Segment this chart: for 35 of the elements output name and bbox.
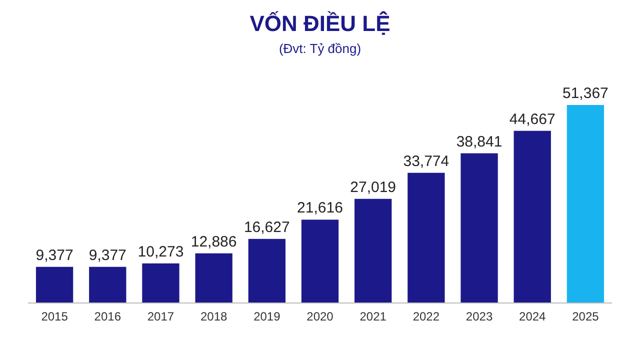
x-tick-label: 2022 bbox=[412, 310, 440, 324]
bar bbox=[36, 266, 74, 303]
x-tick-label: 2020 bbox=[306, 310, 334, 324]
bar bbox=[195, 253, 232, 303]
data-label: 27,019 bbox=[350, 178, 396, 196]
x-tick-label: 2019 bbox=[254, 310, 281, 324]
bar bbox=[248, 238, 286, 303]
data-label: 51,367 bbox=[562, 85, 608, 102]
chart-subtitle: (Đvt: Tỷ đồng) bbox=[278, 41, 362, 56]
x-tick-label: 2023 bbox=[466, 310, 493, 324]
data-label: 9,377 bbox=[88, 246, 126, 264]
data-label: 9,377 bbox=[36, 246, 74, 264]
bar bbox=[142, 263, 180, 303]
x-tick-label: 2015 bbox=[41, 310, 68, 324]
data-label: 33,774 bbox=[403, 152, 450, 170]
x-tick-label: 2024 bbox=[519, 310, 546, 324]
data-label: 16,627 bbox=[244, 218, 290, 236]
chart-title: VỐN ĐIỀU LỆ bbox=[250, 11, 390, 36]
bar bbox=[514, 130, 551, 303]
data-label: 12,886 bbox=[190, 233, 237, 250]
data-label: 21,616 bbox=[297, 200, 343, 217]
bar bbox=[408, 172, 445, 303]
x-tick-label: 2018 bbox=[200, 310, 228, 324]
bar bbox=[354, 198, 392, 303]
bar bbox=[301, 220, 339, 303]
bar bbox=[566, 105, 604, 303]
data-label: 10,273 bbox=[138, 243, 184, 260]
data-label: 38,841 bbox=[456, 133, 502, 150]
data-label: 44,667 bbox=[509, 110, 556, 128]
bar bbox=[89, 266, 126, 303]
x-tick-label: 2017 bbox=[147, 310, 174, 324]
x-tick-label: 2025 bbox=[572, 310, 600, 324]
x-tick-label: 2016 bbox=[94, 310, 122, 324]
x-tick-label: 2021 bbox=[360, 310, 387, 324]
bar bbox=[460, 153, 498, 303]
